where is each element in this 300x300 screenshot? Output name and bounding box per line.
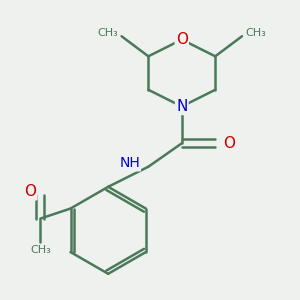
Text: CH₃: CH₃ — [30, 245, 51, 255]
Text: O: O — [24, 184, 36, 199]
Text: N: N — [176, 99, 188, 114]
Text: O: O — [224, 136, 236, 151]
Text: CH₃: CH₃ — [245, 28, 266, 38]
Text: NH: NH — [119, 156, 140, 170]
Text: O: O — [176, 32, 188, 47]
Text: CH₃: CH₃ — [98, 28, 118, 38]
